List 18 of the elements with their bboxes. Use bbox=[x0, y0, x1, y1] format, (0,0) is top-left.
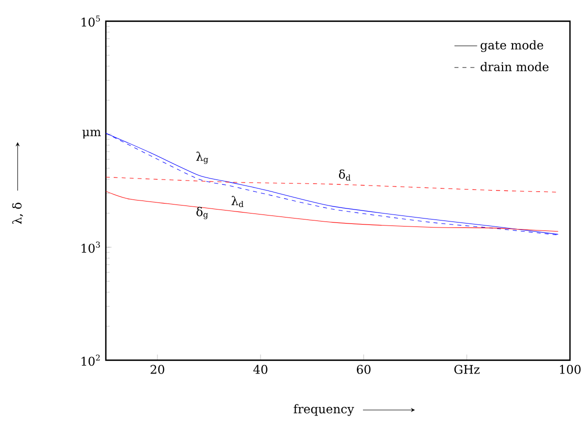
annotation: gate mode bbox=[480, 40, 544, 52]
x-tick-label: 60 bbox=[356, 364, 371, 374]
annotation: δ$_{g}$ bbox=[196, 206, 208, 220]
x-axis-title: frequency bbox=[294, 404, 354, 416]
y-tick-label: 10$^{5}$ bbox=[82, 16, 100, 27]
x-tick-label: 100 bbox=[560, 364, 581, 374]
annotation: drain mode bbox=[480, 62, 549, 72]
x-tick-label: 20 bbox=[150, 364, 164, 374]
y-tick-label: 10$^{2}$ bbox=[82, 354, 100, 366]
x-tick-label: GHz bbox=[454, 364, 480, 374]
y-tick-label: μm bbox=[82, 130, 101, 138]
annotation: λ$_{g}$ bbox=[196, 152, 208, 164]
line-series bbox=[106, 190, 558, 232]
y-axis-title: λ, δ bbox=[12, 202, 24, 224]
annotation: λ$_{d}$ bbox=[231, 196, 244, 208]
x-tick-label: 40 bbox=[253, 364, 268, 374]
y-tick-label: 10$^{3}$ bbox=[82, 242, 100, 253]
annotation: δ$_{d}$ bbox=[338, 169, 350, 181]
